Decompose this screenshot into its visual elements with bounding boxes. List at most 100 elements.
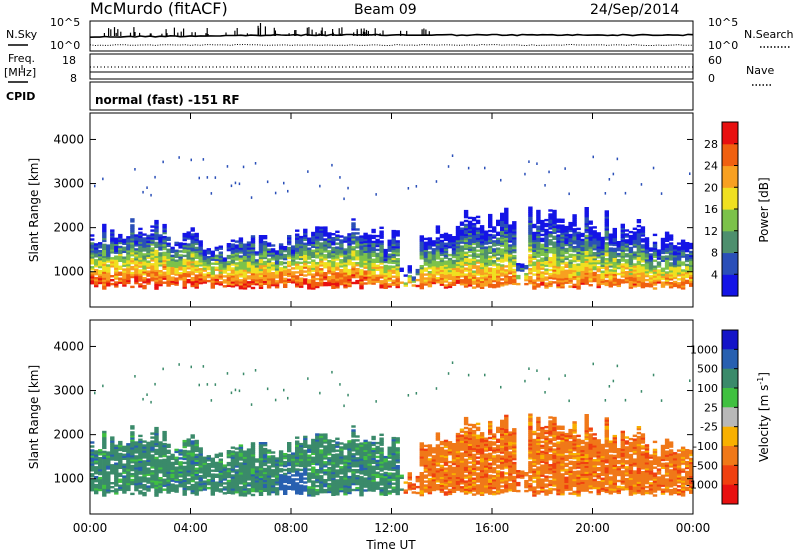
power-cell [238, 255, 244, 258]
power-cell [283, 281, 288, 285]
power-cell [560, 258, 565, 261]
power-cell [640, 275, 646, 279]
power-cell [656, 257, 662, 260]
velocity-cell [134, 467, 139, 470]
power-cell [592, 263, 597, 267]
velocity-cell [238, 486, 244, 489]
power-cell [278, 251, 284, 254]
power-cell [274, 274, 280, 277]
power-cell [644, 249, 650, 252]
velocity-cell [319, 435, 324, 438]
velocity-cell [198, 485, 203, 488]
power-cell [134, 252, 139, 255]
velocity-cell [146, 459, 151, 462]
power-cell [407, 187, 410, 190]
power-cell [496, 231, 501, 234]
power-cell [689, 282, 694, 285]
velocity-cell [291, 480, 296, 483]
power-cell [270, 282, 276, 285]
power-cell [552, 247, 557, 250]
power-cell [612, 259, 617, 262]
velocity-cell [258, 477, 264, 481]
velocity-cell [186, 444, 191, 447]
velocity-cell [311, 450, 316, 454]
power-cell [528, 234, 533, 237]
velocity-cell [291, 488, 296, 491]
velocity-cell [295, 486, 300, 489]
power-cell [258, 250, 264, 254]
power-cell [266, 280, 272, 283]
power-cell [576, 287, 581, 290]
power-cell [496, 253, 501, 256]
power-cell [496, 267, 501, 270]
velocity-cell [158, 481, 163, 484]
power-cell [154, 261, 159, 264]
velocity-cell [166, 449, 171, 452]
power-cell [685, 259, 690, 263]
power-cell [664, 255, 670, 258]
power-cell [600, 248, 605, 252]
power-cell [648, 283, 654, 286]
velocity-cell [315, 473, 320, 476]
velocity-cell [186, 474, 191, 477]
power-cell [130, 224, 135, 227]
velocity-cell [102, 476, 107, 479]
power-cell [138, 249, 143, 252]
power-cell [620, 263, 625, 266]
velocity-cell [226, 481, 232, 485]
velocity-cell [162, 474, 167, 477]
velocity-cell [98, 457, 103, 460]
power-cell [528, 226, 533, 229]
power-cell [359, 263, 364, 266]
power-cell [315, 266, 320, 269]
power-cell [387, 241, 392, 244]
power-cell [471, 264, 477, 267]
velocity-cell [158, 477, 163, 480]
power-cell [512, 227, 517, 230]
power-cell [419, 257, 424, 260]
power-cell [488, 283, 493, 286]
power-cell [640, 272, 646, 275]
power-cell [371, 278, 376, 281]
power-cell [459, 263, 465, 266]
velocity-cell [126, 451, 131, 454]
power-cell [311, 273, 316, 276]
power-cell [162, 229, 167, 233]
power-cell [612, 275, 617, 278]
velocity-cell [315, 475, 320, 478]
velocity-cell [130, 439, 135, 442]
power-cell [154, 223, 159, 227]
velocity-cell [170, 467, 175, 470]
power-cell [206, 176, 209, 179]
velocity-cell [238, 448, 244, 451]
power-cell [154, 229, 159, 233]
power-cell [415, 185, 418, 188]
power-cell [198, 281, 203, 285]
power-cell [194, 234, 199, 238]
power-cell [584, 272, 589, 275]
power-cell [371, 252, 376, 255]
power-cell [214, 262, 219, 265]
power-cell [592, 248, 597, 251]
power-cell [218, 263, 223, 266]
power-cell [664, 259, 670, 262]
power-cell [664, 267, 670, 270]
power-cell [556, 248, 561, 251]
velocity-cell [182, 481, 187, 484]
power-cell [552, 235, 557, 238]
power-cell [544, 270, 549, 273]
power-cell [580, 238, 585, 242]
power-cell [126, 273, 131, 277]
power-cell [238, 279, 244, 282]
velocity-cell [206, 463, 211, 466]
power-cell [431, 250, 437, 253]
power-cell [307, 255, 312, 258]
velocity-cell [90, 457, 95, 460]
power-cell [250, 251, 256, 254]
power-cell [664, 271, 670, 274]
power-cell [580, 268, 585, 271]
power-cell [508, 248, 513, 251]
power-cell [182, 282, 187, 285]
power-cell [568, 253, 573, 256]
power-cell [327, 244, 332, 247]
